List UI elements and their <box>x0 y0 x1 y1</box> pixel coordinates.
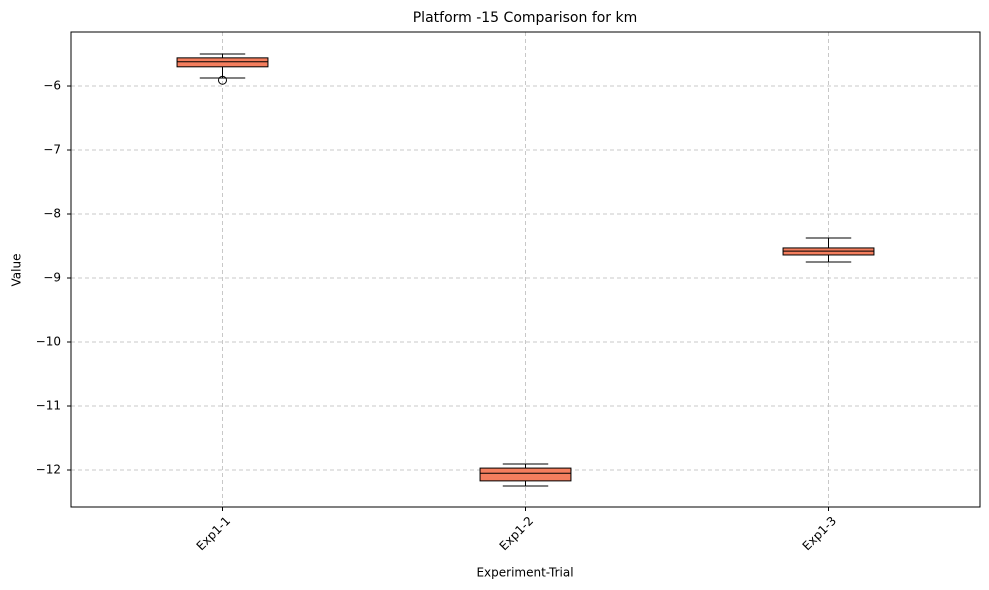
y-tick-label: −12 <box>36 463 61 477</box>
box <box>176 57 269 68</box>
box <box>479 467 572 482</box>
y-tick-label: −10 <box>36 335 61 349</box>
y-tick-label: −9 <box>43 271 61 285</box>
y-tick-label: −7 <box>43 143 61 157</box>
y-axis-label: Value <box>10 254 24 287</box>
outlier <box>218 75 227 85</box>
x-axis-label: Experiment-Trial <box>476 566 573 580</box>
x-tick-label: Exp1-3 <box>800 514 840 554</box>
x-tick-label: Exp1-1 <box>194 514 234 554</box>
y-tick-label: −6 <box>43 79 61 93</box>
plot-frame <box>70 31 981 508</box>
y-tick-label: −8 <box>43 207 61 221</box>
chart-title: Platform -15 Comparison for km <box>413 10 638 26</box>
y-tick-label: −11 <box>36 399 61 413</box>
x-tick-label: Exp1-2 <box>497 514 537 554</box>
